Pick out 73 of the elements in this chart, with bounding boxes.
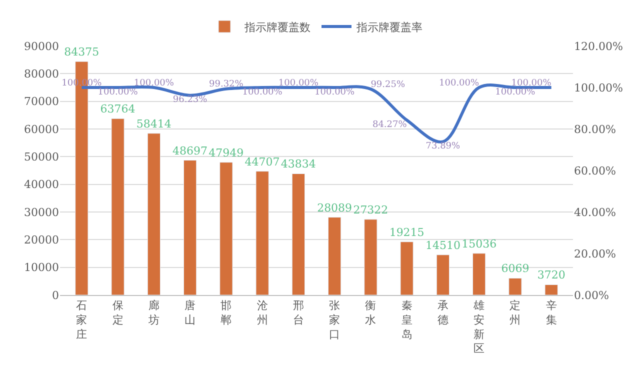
data-label: 100.00% <box>439 78 480 88</box>
x-tick-label: 承德 <box>437 299 448 326</box>
data-label: 99.32% <box>209 80 244 90</box>
bar <box>364 219 378 295</box>
y2-tick-label: 40.00% <box>574 206 616 219</box>
data-label: 6069 <box>501 262 530 276</box>
y2-tick-label: 100.00% <box>574 81 623 94</box>
x-tick-label: 张家口 <box>329 299 340 341</box>
data-label: 3720 <box>537 268 566 282</box>
data-label: 73.89% <box>426 141 461 152</box>
bar <box>183 160 197 295</box>
y2-tick-label: 0.00% <box>574 288 609 302</box>
y-tick-label: 30000 <box>24 206 59 219</box>
data-label: 84.27% <box>372 120 408 130</box>
bar <box>292 173 306 295</box>
y-tick-label: 80000 <box>24 68 59 81</box>
y-tick-label: 60000 <box>24 122 59 136</box>
data-label: 43834 <box>280 158 316 171</box>
x-tick-label: 邢台 <box>292 299 304 326</box>
data-label: 14510 <box>425 238 460 252</box>
bar <box>472 253 486 295</box>
data-label: 19215 <box>389 226 424 239</box>
data-label: 63764 <box>100 102 136 116</box>
data-label: 96.23% <box>172 95 208 106</box>
bar <box>436 254 450 295</box>
data-label: 15036 <box>462 237 497 250</box>
bar <box>220 162 233 295</box>
x-tick-label: 定州 <box>510 299 521 326</box>
x-tick-label: 廊坊 <box>147 299 160 326</box>
x-tick-label: 沧州 <box>256 299 268 326</box>
x-tick-label: 邯郸 <box>220 299 232 326</box>
data-label: 100.00% <box>98 87 138 98</box>
y-tick-label: 10000 <box>24 261 59 274</box>
y-tick-label: 20000 <box>24 234 59 247</box>
y-tick-label: 40000 <box>24 178 59 192</box>
x-tick-label: 保定 <box>112 299 124 326</box>
y2-tick-label: 20.00% <box>574 247 616 260</box>
data-label: 100.00% <box>495 87 536 98</box>
y-tick-label: 70000 <box>24 95 59 108</box>
data-label: 100.00% <box>511 78 552 88</box>
bar <box>147 133 160 295</box>
bar <box>400 242 414 295</box>
x-tick-label: 辛集 <box>546 299 557 326</box>
bar <box>111 118 124 295</box>
data-label: 44707 <box>244 155 280 168</box>
data-label: 100.00% <box>134 78 174 88</box>
y2-tick-label: 60.00% <box>574 164 616 178</box>
data-label: 48697 <box>172 144 208 158</box>
bar <box>508 278 522 295</box>
legend-label: 指示牌覆盖数 <box>244 20 310 34</box>
legend-label: 指示牌覆盖率 <box>356 20 422 34</box>
data-label: 28089 <box>317 201 352 214</box>
bar <box>328 217 342 295</box>
data-label: 100.00% <box>314 87 356 98</box>
data-label: 47949 <box>208 146 244 160</box>
x-tick-label: 秦皇岛 <box>401 299 412 341</box>
data-label: 84375 <box>64 46 100 59</box>
bar <box>256 171 269 295</box>
data-label: 100.00% <box>278 78 319 88</box>
y2-tick-label: 80.00% <box>574 122 616 136</box>
y-tick-label: 50000 <box>24 150 59 164</box>
x-tick-label: 衡水 <box>365 299 376 326</box>
bar <box>544 284 558 295</box>
data-label: 27322 <box>353 203 388 216</box>
data-label: 58414 <box>136 117 172 130</box>
x-tick-label: 雄安新区 <box>472 299 485 356</box>
x-tick-label: 唐山 <box>184 299 196 326</box>
y-tick-label: 90000 <box>24 40 59 53</box>
x-tick-label: 石家庄 <box>76 299 88 341</box>
y2-tick-label: 120.00% <box>574 40 623 53</box>
data-label: 100.00% <box>242 87 283 98</box>
y-tick-label: 0 <box>52 288 59 302</box>
data-label: 99.25% <box>370 80 406 90</box>
